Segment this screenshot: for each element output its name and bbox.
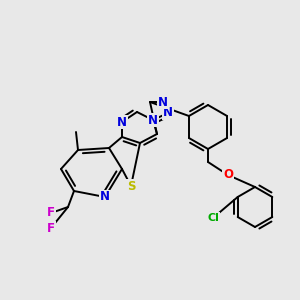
- Text: F: F: [47, 206, 55, 220]
- Text: Cl: Cl: [207, 213, 219, 223]
- Text: N: N: [100, 190, 110, 203]
- Text: S: S: [127, 179, 135, 193]
- Text: N: N: [158, 95, 168, 109]
- Text: O: O: [223, 169, 233, 182]
- Text: N: N: [163, 106, 173, 119]
- Text: N: N: [117, 116, 127, 128]
- Text: F: F: [47, 221, 55, 235]
- Text: N: N: [148, 113, 158, 127]
